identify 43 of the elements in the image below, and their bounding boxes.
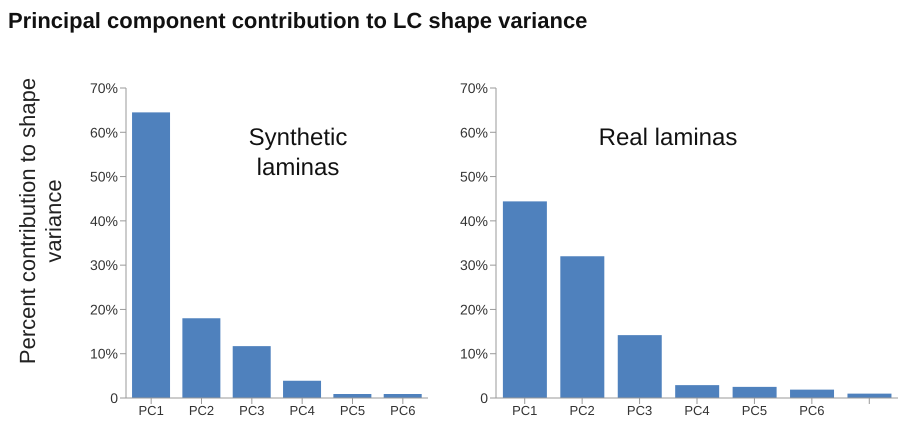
bar: [232, 346, 271, 398]
y-tick-label: 0: [480, 390, 488, 406]
x-tick-label: PC5: [340, 403, 366, 418]
x-tick-label: PC3: [626, 403, 652, 418]
x-tick-label: PC1: [138, 403, 164, 418]
bar: [847, 394, 892, 398]
x-tick-label: PC4: [684, 403, 710, 418]
y-tick-label: 20%: [460, 301, 488, 318]
bar: [502, 201, 547, 398]
bar: [132, 112, 170, 398]
y-tick-label: 0: [110, 390, 118, 406]
x-tick-label: PC3: [239, 403, 264, 418]
y-tick-label: 10%: [460, 346, 488, 362]
y-tick-label: 70%: [90, 80, 118, 96]
y-tick-label: 10%: [90, 346, 118, 362]
x-tick-label: PC6: [390, 403, 416, 418]
annotation: Real laminas: [598, 123, 738, 153]
bar: [618, 335, 662, 398]
bar: [182, 318, 220, 398]
x-tick-label: PC6: [799, 403, 825, 418]
y-tick-label: 20%: [90, 301, 118, 318]
y-axis-title: Percent contribution to shape variance: [15, 76, 67, 366]
y-tick-label: 60%: [460, 124, 488, 140]
y-tick-label: 30%: [90, 257, 118, 274]
bar: [560, 256, 604, 398]
y-tick-label: 60%: [90, 124, 118, 140]
bar: [790, 390, 834, 398]
y-tick-label: 40%: [460, 212, 488, 229]
x-tick-label: PC2: [188, 403, 214, 418]
y-tick-label: 30%: [460, 257, 488, 274]
y-tick-label: 50%: [460, 168, 488, 185]
bar: [675, 385, 720, 398]
x-tick-label: PC5: [742, 403, 768, 418]
x-tick-label: PC4: [290, 403, 315, 418]
y-tick-label: 40%: [90, 212, 118, 229]
y-tick-label: 50%: [90, 168, 118, 185]
x-tick-label: PC2: [569, 403, 595, 418]
chart-title: Principal component contribution to LC shape variance: [8, 8, 588, 34]
annotation: Synthetic laminas: [248, 123, 348, 183]
bar: [283, 380, 322, 398]
bar: [732, 386, 777, 398]
x-tick-label: PC1: [512, 403, 538, 418]
y-tick-label: 70%: [460, 80, 488, 96]
